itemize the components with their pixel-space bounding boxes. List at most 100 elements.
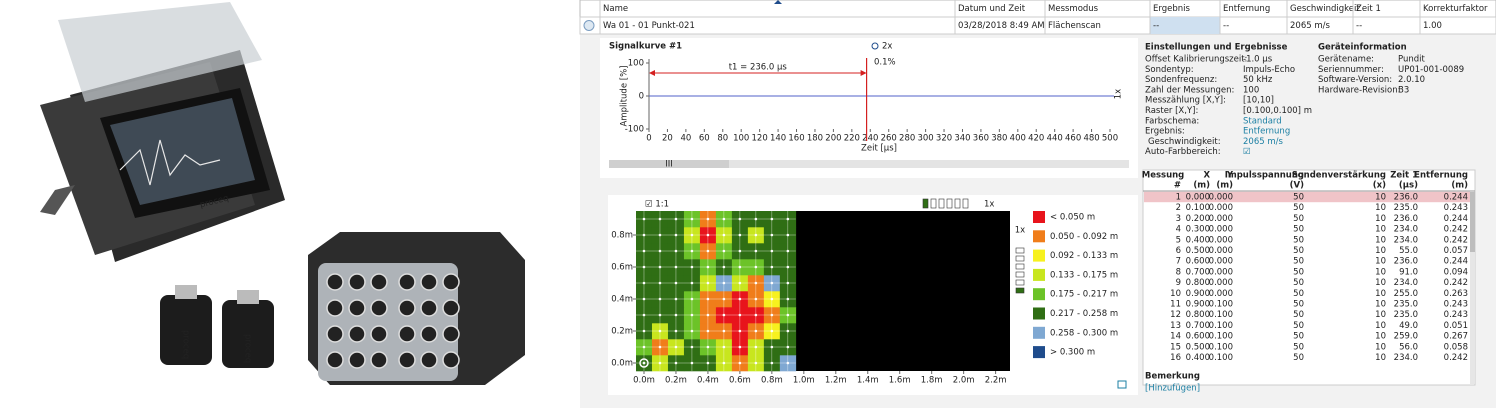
table-cell: 0.242 xyxy=(1444,235,1468,245)
x-tick-label: 1.2m xyxy=(825,376,847,386)
table-cell: 0.000 xyxy=(1209,214,1233,224)
legend-label: 0.258 - 0.300 m xyxy=(1050,328,1118,338)
table-cell: 0.100 xyxy=(1209,353,1233,363)
table-cell: 0.242 xyxy=(1444,225,1468,235)
array-element xyxy=(442,351,460,369)
map-point xyxy=(658,249,662,253)
table-cell: 0.800 xyxy=(1186,310,1210,320)
list-cell: 2065 m/s xyxy=(1290,21,1330,31)
list-cell: Wa 01 - 01 Punkt-021 xyxy=(603,21,695,31)
zoom-label: 1x xyxy=(1015,226,1025,236)
map-point xyxy=(738,233,742,237)
table-cell: 10 xyxy=(1375,257,1386,267)
table-header: Zeit 1 xyxy=(1390,171,1418,181)
table-cell: 0.700 xyxy=(1186,267,1210,277)
map-point xyxy=(674,249,678,253)
brand-logo: proceq xyxy=(181,330,191,359)
map-point xyxy=(674,313,678,317)
table-cell: 0.244 xyxy=(1444,193,1468,203)
map-point xyxy=(690,345,694,349)
transducer xyxy=(222,300,274,368)
array-element xyxy=(370,325,388,343)
table-header: Y xyxy=(1226,171,1234,181)
table-cell: 0.500 xyxy=(1186,246,1210,256)
x-tick-label: 1.0m xyxy=(793,376,815,386)
column-header: Korrekturfaktor xyxy=(1423,4,1488,14)
export-icon xyxy=(1117,380,1127,389)
device-value: B3 xyxy=(1398,85,1409,95)
table-cell: 1 xyxy=(1176,193,1181,203)
table-cell: 0.243 xyxy=(1444,300,1468,310)
table-cell: 0.700 xyxy=(1186,321,1210,331)
device-label: Gerätename: xyxy=(1318,55,1374,65)
x-tick-label: 80 xyxy=(717,134,728,144)
map-point xyxy=(674,361,678,365)
map-point xyxy=(770,233,774,237)
sort-indicator xyxy=(774,0,782,4)
table-cell: 0.051 xyxy=(1444,321,1468,331)
arrow-head xyxy=(860,70,867,76)
map-point xyxy=(706,265,710,269)
table-cell: 0.057 xyxy=(1444,246,1468,256)
table-cell: 0.000 xyxy=(1209,257,1233,267)
legend-label: 0.175 - 0.217 m xyxy=(1050,290,1118,300)
map-point xyxy=(706,233,710,237)
table-cell: 10 xyxy=(1375,246,1386,256)
array-element xyxy=(398,325,416,343)
map-point xyxy=(642,361,646,365)
array-element xyxy=(326,273,344,291)
map-point xyxy=(786,265,790,269)
legend-label: 0.092 - 0.133 m xyxy=(1050,251,1118,261)
x-tick-label: 200 xyxy=(825,134,841,144)
map-point xyxy=(770,281,774,285)
array-element xyxy=(370,299,388,317)
map-point xyxy=(738,217,742,221)
legend-label: 0.050 - 0.092 m xyxy=(1050,232,1118,242)
map-point xyxy=(754,233,758,237)
measurement-table xyxy=(1142,169,1476,386)
y-tick-label: 0.2m xyxy=(611,327,633,337)
map-point xyxy=(690,313,694,317)
table-cell: 236.0 xyxy=(1394,214,1418,224)
x-tick-label: 40 xyxy=(680,134,691,144)
screen-wave xyxy=(119,139,221,186)
scroll-thumb xyxy=(609,160,729,168)
table-cell: 234.0 xyxy=(1394,278,1418,288)
table-cell: 0.100 xyxy=(1209,300,1233,310)
table-cell: 10 xyxy=(1170,289,1181,299)
arrow-head xyxy=(649,70,655,76)
table-cell: 50 xyxy=(1293,289,1304,299)
table-cell: 50 xyxy=(1293,235,1304,245)
table-scrollbar xyxy=(1470,192,1475,384)
table-cell: 50 xyxy=(1293,193,1304,203)
add-remark-link[interactable]: [Hinzufügen] xyxy=(1145,384,1200,394)
transducer-connector xyxy=(237,290,259,304)
setting-label: Geschwindigkeit: xyxy=(1148,137,1221,147)
array-element xyxy=(370,273,388,291)
array-element xyxy=(326,299,344,317)
map-point xyxy=(706,361,710,365)
palette-swatch xyxy=(1015,271,1025,278)
gain-label: 0.1% xyxy=(874,58,896,68)
table-cell: 0.000 xyxy=(1209,193,1233,203)
x-tick-label: 360 xyxy=(973,134,989,144)
screen-content xyxy=(110,98,255,205)
device-value: 2.0.10 xyxy=(1398,75,1425,85)
map-point xyxy=(658,329,662,333)
table-cell: 234.0 xyxy=(1394,225,1418,235)
map-point xyxy=(754,345,758,349)
zoom-label: 1x xyxy=(1114,89,1124,99)
x-tick-label: 320 xyxy=(936,134,952,144)
setting-label: Sondenfrequenz: xyxy=(1145,75,1217,85)
array-element xyxy=(326,325,344,343)
map-point xyxy=(770,345,774,349)
map-point xyxy=(786,233,790,237)
table-cell: 15 xyxy=(1170,342,1181,352)
legend-swatch xyxy=(1033,307,1045,320)
column-header: Ergebnis xyxy=(1153,4,1190,14)
table-cell: 10 xyxy=(1375,203,1386,213)
table-cell: 0.000 xyxy=(1209,289,1233,299)
map-point xyxy=(674,345,678,349)
palette-swatch xyxy=(1015,255,1025,262)
setting-label: Farbschema: xyxy=(1145,116,1199,126)
